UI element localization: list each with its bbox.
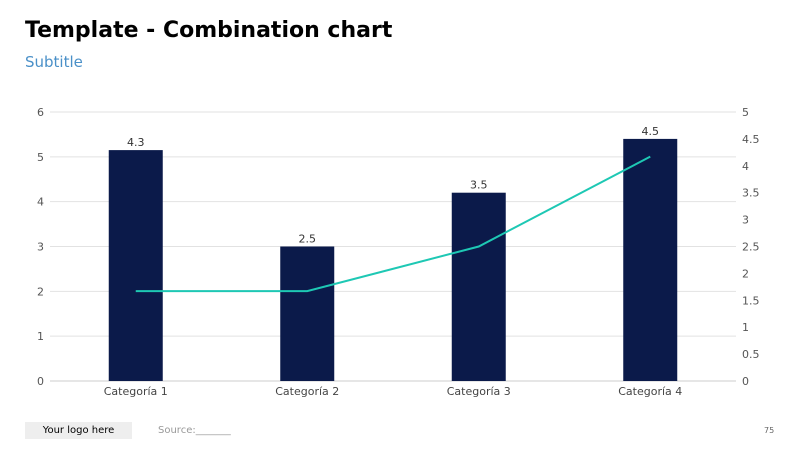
right-tick-label: 5 — [742, 106, 749, 119]
bar-data-label: 4.3 — [127, 136, 145, 149]
page-title: Template - Combination chart — [25, 18, 393, 43]
bar — [451, 192, 506, 381]
data-labels: 4.3 2.5 3.5 4.5 — [127, 125, 659, 246]
right-tick-label: 1 — [742, 321, 749, 334]
left-tick-label: 6 — [37, 106, 44, 119]
right-tick-label: 4.5 — [742, 133, 760, 146]
category-label: Categoría 4 — [618, 385, 682, 398]
right-tick-label: 3.5 — [742, 187, 760, 200]
right-tick-label: 3 — [742, 214, 749, 227]
right-tick-label: 2.5 — [742, 241, 760, 254]
category-axis: Categoría 1 Categoría 2 Categoría 3 Categor… — [104, 385, 683, 398]
line-path — [135, 155, 651, 293]
left-tick-label: 3 — [37, 241, 44, 254]
right-tick-label: 1.5 — [742, 294, 760, 307]
page-number: 75 — [764, 426, 775, 435]
bar-data-label: 2.5 — [299, 233, 317, 246]
bar — [280, 246, 335, 381]
right-tick-label: 4 — [742, 160, 749, 173]
right-axis: 0 0.5 1 1.5 2 2.5 3 3.5 4 4.5 5 — [742, 106, 760, 388]
line-series — [135, 155, 651, 293]
page-subtitle: Subtitle — [25, 53, 83, 71]
left-tick-label: 0 — [37, 375, 44, 388]
source-text: Source:_______ — [158, 425, 231, 436]
right-tick-label: 0 — [742, 375, 749, 388]
left-tick-label: 1 — [37, 330, 44, 343]
grid-lines — [50, 111, 736, 382]
right-tick-label: 0.5 — [742, 348, 760, 361]
right-tick-label: 2 — [742, 267, 749, 280]
bar-series — [108, 138, 678, 381]
logo-placeholder: Your logo here — [25, 422, 132, 439]
bar-data-label: 4.5 — [642, 125, 660, 138]
left-axis: 0 1 2 3 4 5 6 — [37, 106, 44, 388]
bar — [623, 138, 678, 381]
bar-data-label: 3.5 — [470, 179, 488, 192]
left-tick-label: 4 — [37, 196, 44, 209]
bar — [108, 150, 163, 381]
category-label: Categoría 3 — [447, 385, 511, 398]
left-tick-label: 2 — [37, 285, 44, 298]
left-tick-label: 5 — [37, 151, 44, 164]
category-label: Categoría 2 — [275, 385, 339, 398]
category-label: Categoría 1 — [104, 385, 168, 398]
